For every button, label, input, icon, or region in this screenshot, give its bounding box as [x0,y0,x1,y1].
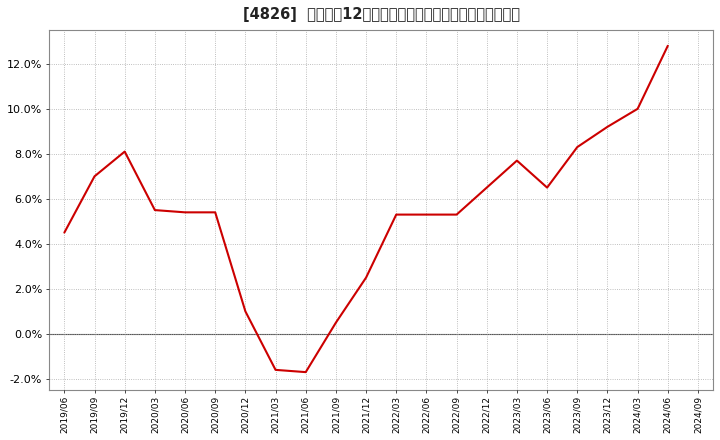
Title: [4826]  売上高の12か月移動合計の対前年同期増減率の推移: [4826] 売上高の12か月移動合計の対前年同期増減率の推移 [243,7,520,22]
